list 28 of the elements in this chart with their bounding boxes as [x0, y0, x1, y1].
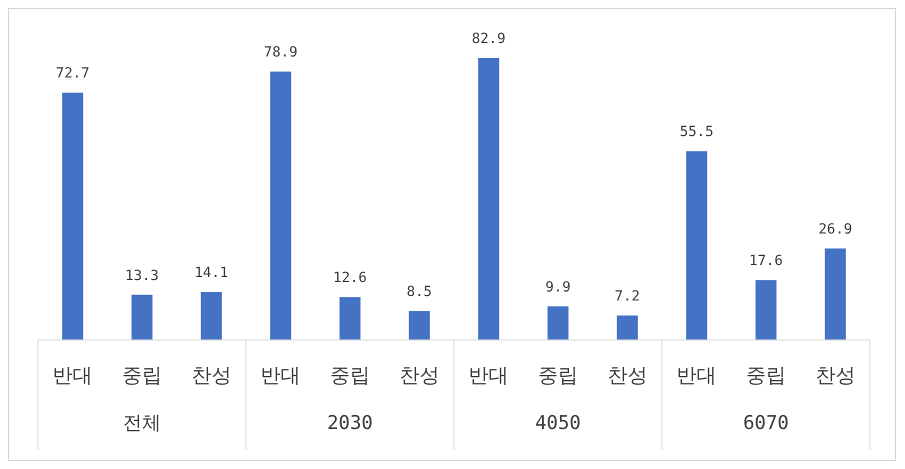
x-tick-label: 중립 — [746, 363, 786, 387]
data-label: 8.5 — [406, 284, 432, 300]
data-label: 12.6 — [333, 270, 367, 286]
x-tick-label: 찬성 — [191, 363, 232, 387]
data-label: 78.9 — [264, 44, 298, 61]
data-label: 7.2 — [614, 288, 640, 305]
data-label: 17.6 — [749, 253, 783, 270]
data-label: 72.7 — [56, 66, 90, 82]
x-tick-label: 찬성 — [399, 363, 440, 387]
text: 6070 — [743, 412, 789, 434]
text: 4050 — [535, 412, 581, 434]
data-label: 55.5 — [680, 124, 714, 140]
x-tick-label: 반대 — [676, 363, 717, 387]
x-tick-label: 찬성 — [607, 363, 648, 387]
data-label: 13.3 — [125, 268, 159, 284]
x-tick-label: 중립 — [122, 363, 162, 387]
text: 2030 — [327, 412, 373, 434]
data-label: 26.9 — [818, 221, 852, 238]
text: 전체 — [123, 412, 161, 434]
data-label: 14.1 — [194, 265, 228, 282]
x-tick-label: 반대 — [260, 363, 301, 387]
x-tick-label: 반대 — [468, 363, 509, 387]
x-tick-label: 중립 — [538, 363, 578, 387]
data-label: 82.9 — [472, 31, 506, 47]
data-label: 9.9 — [545, 279, 571, 296]
x-tick-label: 중립 — [330, 363, 370, 387]
x-tick-label: 찬성 — [815, 363, 856, 387]
x-tick-label: 반대 — [52, 363, 93, 387]
